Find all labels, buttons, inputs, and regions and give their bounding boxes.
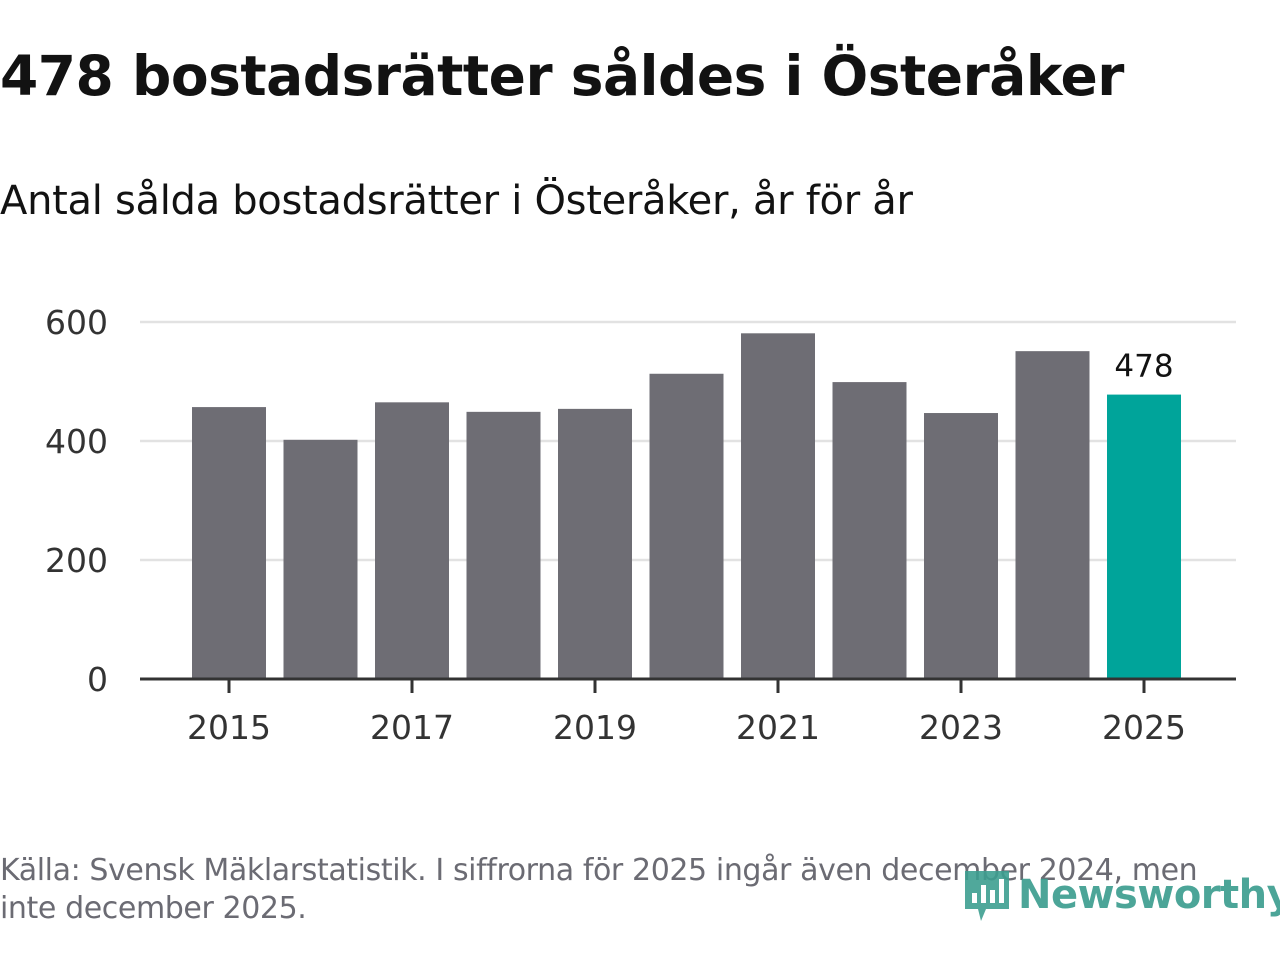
x-tick-label-2017: 2017 (370, 708, 454, 747)
bar-2015 (192, 407, 266, 679)
bar-2025 (1107, 394, 1181, 679)
bar-2016 (283, 439, 358, 679)
bar-2022 (832, 382, 907, 679)
y-tick-label-0: 0 (87, 660, 108, 699)
bar-2021 (741, 333, 815, 679)
axes (140, 677, 1236, 693)
newsworthy-logo: Newsworthy (962, 862, 1280, 928)
newsworthy-logo-text: Newsworthy (1018, 872, 1280, 918)
chart-subtitle: Antal sålda bostadsrätter i Österåker, å… (0, 178, 913, 224)
x-tick-label-2015: 2015 (187, 708, 271, 747)
bar-2017 (375, 402, 449, 679)
y-tick-label-200: 200 (45, 541, 108, 580)
bar-2023 (924, 413, 998, 679)
bar-2024 (1015, 351, 1090, 679)
bar-2018 (466, 411, 541, 679)
y-tick-label-400: 400 (45, 422, 108, 461)
y-tick-label-600: 600 (45, 303, 108, 342)
bar-2019 (558, 408, 632, 679)
value-label-2025: 478 (1114, 349, 1173, 385)
bars (192, 333, 1181, 679)
newsworthy-logo-icon (965, 871, 1009, 921)
bar-2020 (649, 373, 724, 679)
x-tick-label-2019: 2019 (553, 708, 637, 747)
x-tick-label-2023: 2023 (919, 708, 1003, 747)
x-tick-label-2021: 2021 (736, 708, 820, 747)
chart-title: 478 bostadsrätter såldes i Österåker (0, 44, 1124, 108)
labels: 0 200 400 600 478 2015 2017 2019 2021 2023 2025 (45, 303, 1186, 747)
x-tick-label-2025: 2025 (1102, 708, 1186, 747)
